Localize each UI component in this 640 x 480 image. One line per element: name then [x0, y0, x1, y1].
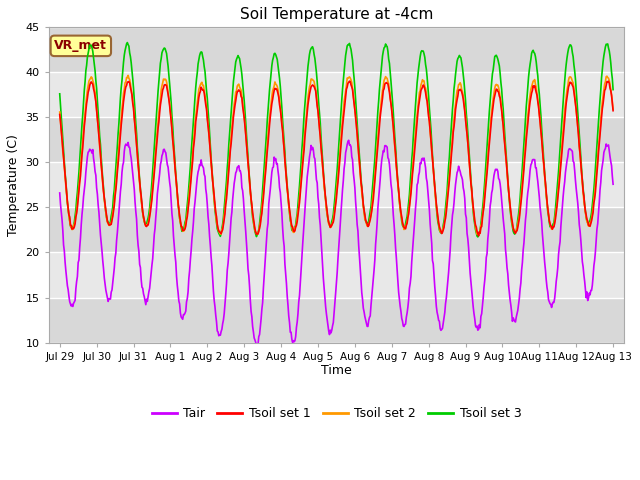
- Bar: [49, 207, 624, 252]
- Bar: [49, 252, 624, 298]
- Bar: [49, 27, 624, 72]
- Bar: [49, 72, 624, 118]
- Bar: [49, 118, 624, 162]
- Bar: [49, 162, 624, 207]
- Text: VR_met: VR_met: [54, 39, 108, 52]
- Title: Soil Temperature at -4cm: Soil Temperature at -4cm: [240, 7, 433, 22]
- Legend: Tair, Tsoil set 1, Tsoil set 2, Tsoil set 3: Tair, Tsoil set 1, Tsoil set 2, Tsoil se…: [147, 402, 526, 425]
- X-axis label: Time: Time: [321, 364, 352, 377]
- Y-axis label: Temperature (C): Temperature (C): [7, 134, 20, 236]
- Bar: [49, 298, 624, 343]
